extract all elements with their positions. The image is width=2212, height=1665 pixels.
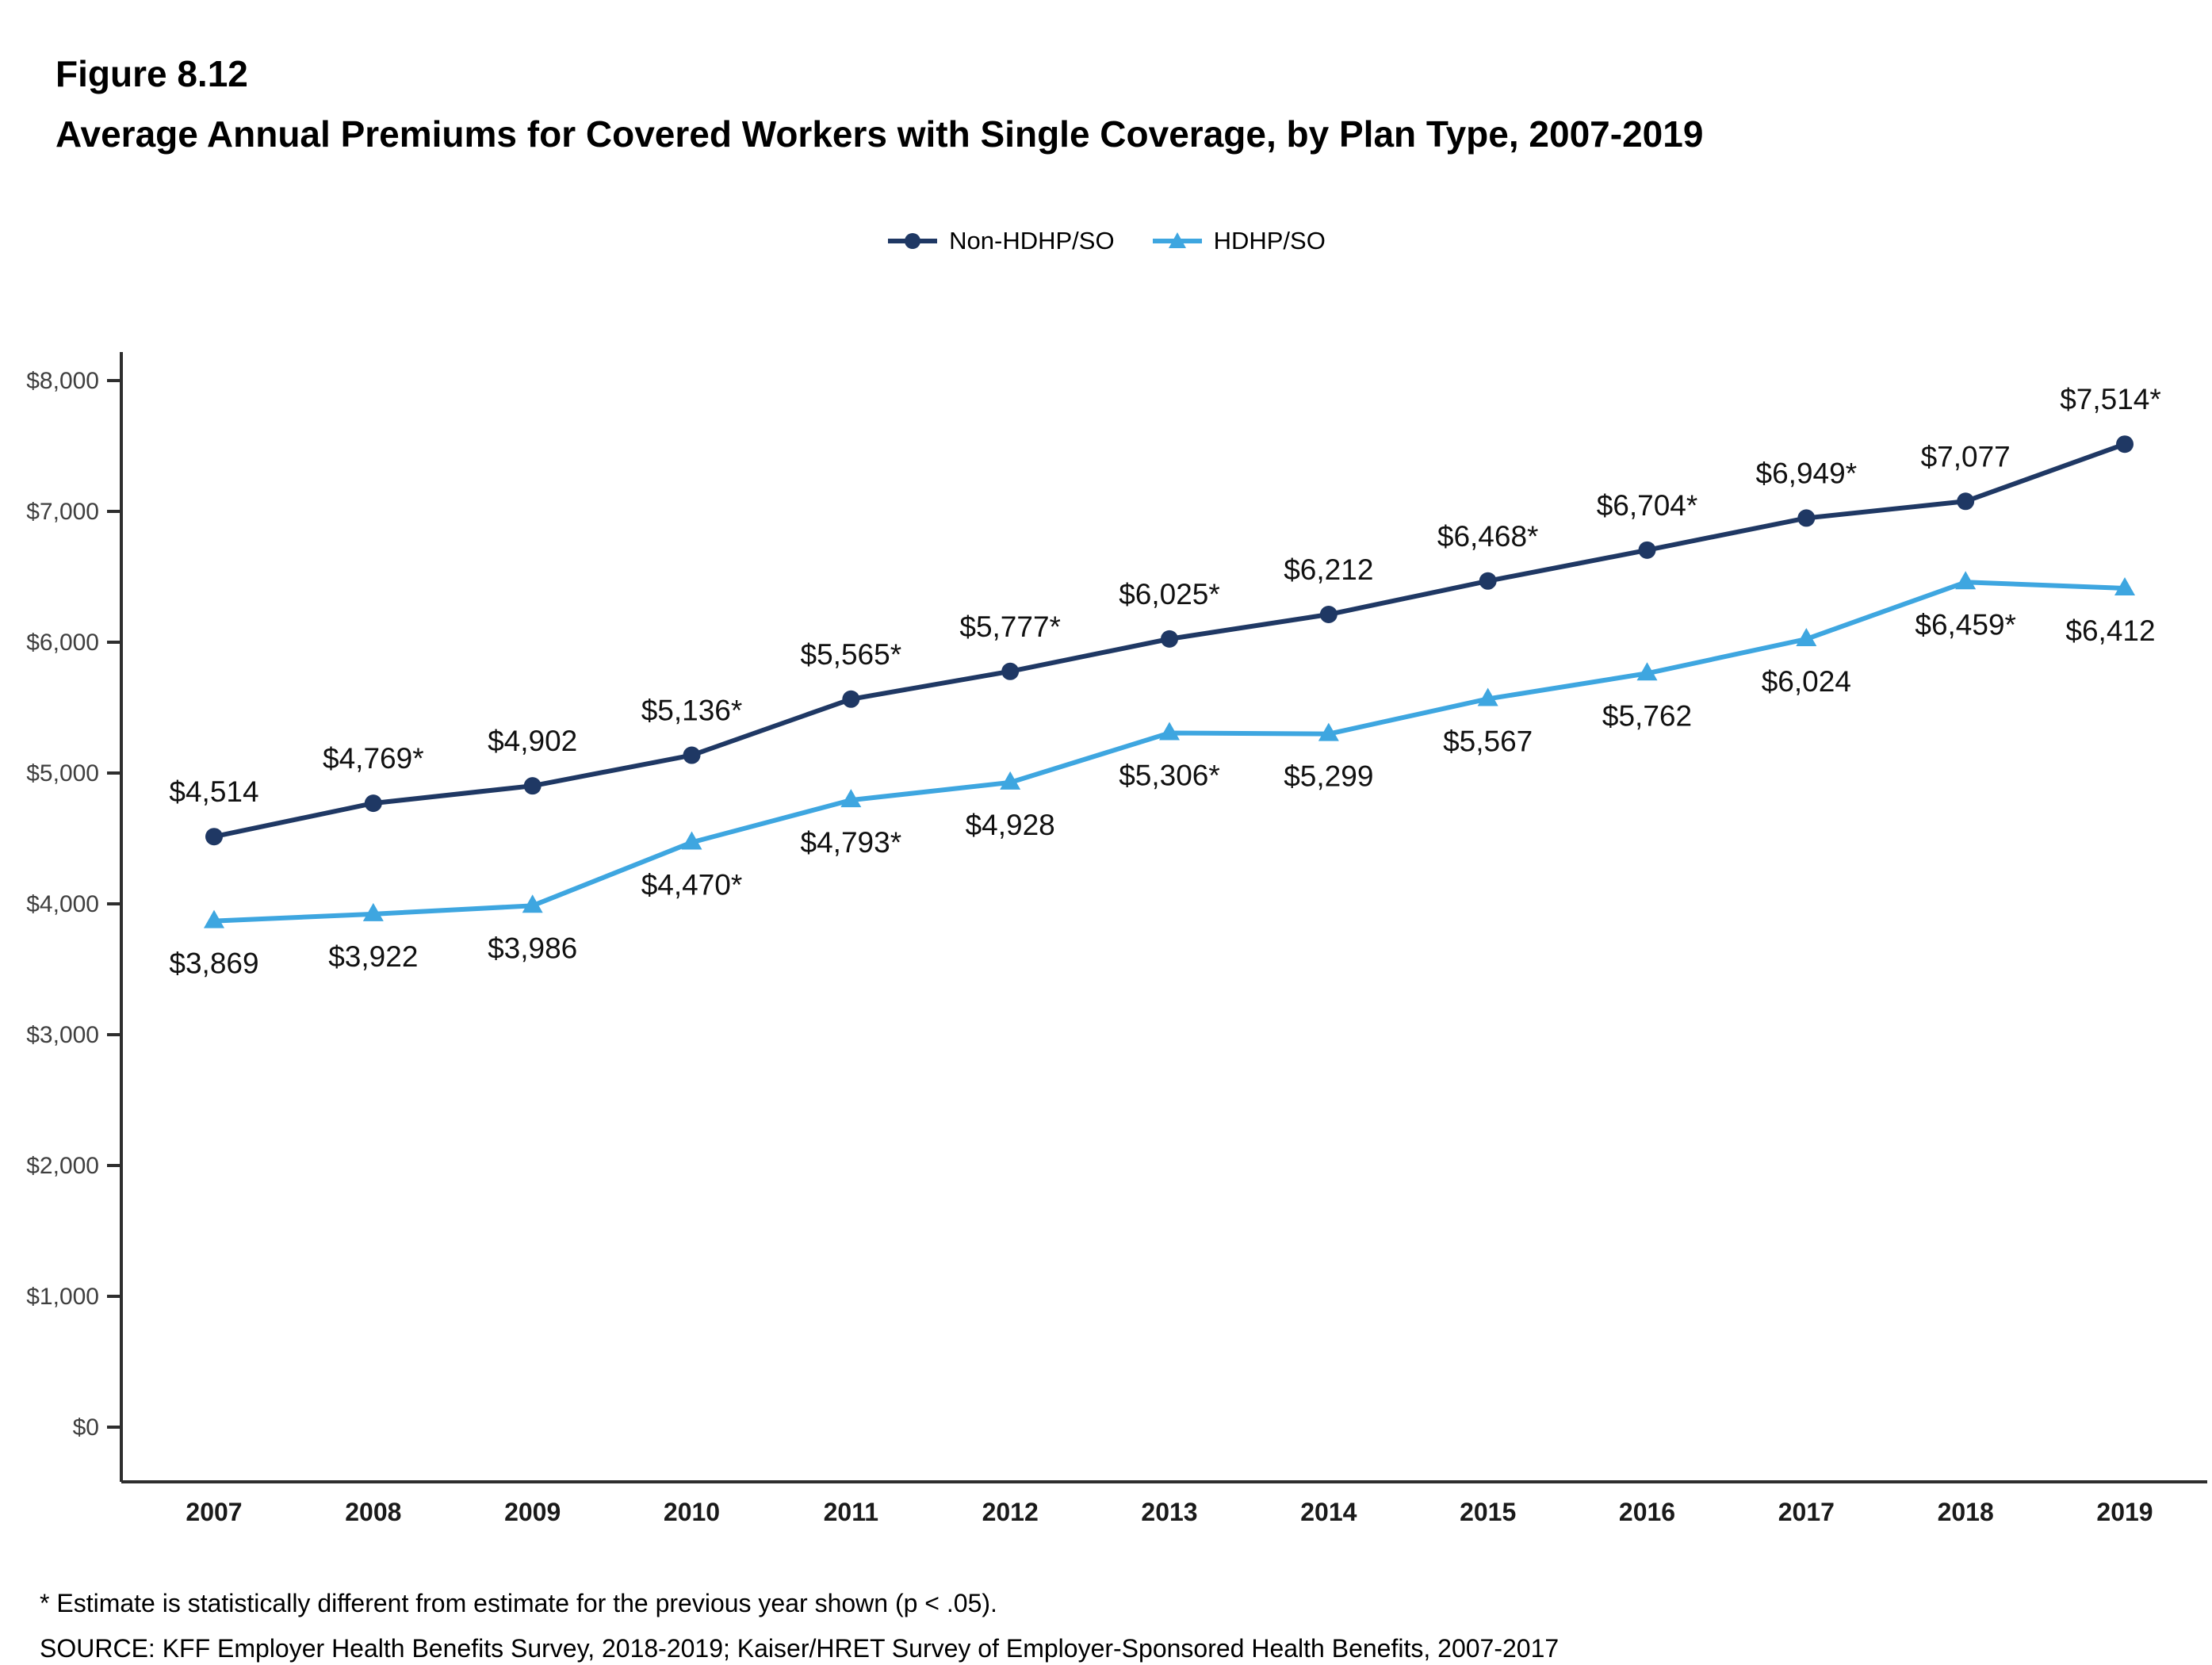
y-tick-label: $6,000	[26, 630, 99, 656]
y-tick-label: $8,000	[26, 368, 99, 394]
figure-header: Figure 8.12 Average Annual Premiums for …	[55, 52, 1703, 155]
data-point-non-hdhp-so	[842, 690, 860, 708]
line-circle-marker-icon	[888, 233, 938, 249]
data-point-non-hdhp-so	[523, 777, 542, 795]
y-tick-label: $1,000	[26, 1284, 99, 1310]
footnote-significance: * Estimate is statistically different fr…	[40, 1589, 997, 1617]
x-tick-label: 2019	[2096, 1498, 2153, 1526]
x-tick-label: 2013	[1141, 1498, 1197, 1526]
footnotes: * Estimate is statistically different fr…	[40, 1589, 1559, 1663]
x-tick-label: 2010	[664, 1498, 720, 1526]
data-point-hdhp-so	[1000, 771, 1021, 790]
data-point-hdhp-so	[1955, 571, 1977, 590]
chart-legend: Non-HDHP/SO HDHP/SO	[0, 227, 2212, 255]
data-point-hdhp-so	[1318, 722, 1339, 741]
data-point-non-hdhp-so	[683, 746, 701, 764]
legend-triangle-marker	[1168, 232, 1186, 248]
data-point-hdhp-so	[2114, 577, 2135, 596]
data-point-non-hdhp-so	[205, 828, 223, 846]
data-point-hdhp-so	[204, 909, 224, 928]
data-label-hdhp-so: $6,459*	[1915, 608, 2016, 641]
data-label-hdhp-so: $3,869	[169, 947, 258, 980]
data-label-hdhp-so: $6,412	[2065, 614, 2155, 647]
y-tick-label: $0	[73, 1414, 99, 1441]
data-label-non-hdhp-so: $5,565*	[801, 638, 902, 671]
data-label-non-hdhp-so: $4,514	[169, 775, 258, 808]
legend-label-hdhp-so: HDHP/SO	[1213, 227, 1326, 255]
data-label-non-hdhp-so: $6,949*	[1756, 457, 1858, 489]
legend-circle-marker	[905, 233, 921, 249]
data-label-hdhp-so: $5,299	[1284, 760, 1373, 793]
data-label-hdhp-so: $3,986	[488, 932, 577, 964]
data-label-non-hdhp-so: $5,777*	[959, 610, 1061, 643]
data-point-non-hdhp-so	[364, 794, 382, 813]
y-tick-label: $5,000	[26, 760, 99, 787]
data-label-non-hdhp-so: $6,468*	[1437, 520, 1539, 553]
x-tick-label: 2011	[824, 1498, 878, 1526]
data-label-non-hdhp-so: $6,704*	[1597, 489, 1698, 522]
x-tick-label: 2018	[1938, 1498, 1994, 1526]
data-label-non-hdhp-so: $4,902	[488, 725, 577, 757]
x-tick-label: 2012	[982, 1498, 1039, 1526]
data-point-non-hdhp-so	[1161, 630, 1178, 648]
y-tick-label: $7,000	[26, 499, 99, 525]
y-tick-label: $2,000	[26, 1153, 99, 1179]
data-label-hdhp-so: $4,793*	[801, 826, 902, 859]
y-tick-label: $4,000	[26, 891, 99, 917]
data-label-non-hdhp-so: $7,077	[1921, 440, 2011, 473]
data-point-hdhp-so	[362, 902, 384, 921]
data-point-hdhp-so	[522, 894, 543, 913]
data-label-non-hdhp-so: $4,769*	[323, 742, 424, 775]
data-point-hdhp-so	[840, 789, 862, 808]
data-point-hdhp-so	[1477, 687, 1498, 706]
x-tick-label: 2008	[345, 1498, 401, 1526]
legend-item-non-hdhp-so: Non-HDHP/SO	[886, 227, 1115, 255]
data-label-hdhp-so: $3,922	[328, 940, 418, 973]
data-label-non-hdhp-so: $5,136*	[641, 695, 743, 727]
data-label-hdhp-so: $4,470*	[641, 868, 743, 901]
footnote-source: SOURCE: KFF Employer Health Benefits Sur…	[40, 1634, 1559, 1663]
data-point-non-hdhp-so	[1319, 606, 1338, 624]
data-label-hdhp-so: $4,928	[966, 809, 1055, 841]
y-tick-label: $3,000	[26, 1022, 99, 1048]
data-point-non-hdhp-so	[2116, 435, 2134, 454]
x-tick-label: 2015	[1460, 1498, 1516, 1526]
legend-label-non-hdhp-so: Non-HDHP/SO	[949, 227, 1115, 255]
data-point-non-hdhp-so	[1001, 662, 1020, 680]
data-label-hdhp-so: $5,306*	[1119, 760, 1220, 792]
data-label-hdhp-so: $6,024	[1762, 665, 1851, 698]
x-tick-label: 2007	[186, 1498, 242, 1526]
x-tick-label: 2014	[1300, 1498, 1357, 1526]
data-label-non-hdhp-so: $7,514*	[2060, 383, 2161, 415]
figure-number: Figure 8.12	[55, 53, 248, 94]
data-label-non-hdhp-so: $6,212	[1284, 553, 1373, 586]
legend-item-hdhp-so: HDHP/SO	[1151, 227, 1326, 255]
x-tick-label: 2017	[1778, 1498, 1835, 1526]
data-label-hdhp-so: $5,567	[1443, 725, 1533, 757]
data-point-non-hdhp-so	[1957, 492, 1975, 511]
line-triangle-marker-icon	[1152, 232, 1202, 248]
data-label-non-hdhp-so: $6,025*	[1119, 578, 1220, 610]
data-point-non-hdhp-so	[1638, 541, 1656, 559]
data-point-hdhp-so	[1796, 628, 1817, 647]
x-tick-label: 2016	[1619, 1498, 1675, 1526]
x-tick-label: 2009	[504, 1498, 561, 1526]
data-label-hdhp-so: $5,762	[1602, 699, 1692, 732]
data-point-hdhp-so	[681, 831, 702, 850]
data-point-hdhp-so	[1636, 662, 1658, 681]
data-point-non-hdhp-so	[1797, 509, 1816, 527]
data-point-non-hdhp-so	[1479, 572, 1497, 590]
figure-title: Average Annual Premiums for Covered Work…	[55, 113, 1704, 155]
data-point-hdhp-so	[1159, 722, 1180, 741]
